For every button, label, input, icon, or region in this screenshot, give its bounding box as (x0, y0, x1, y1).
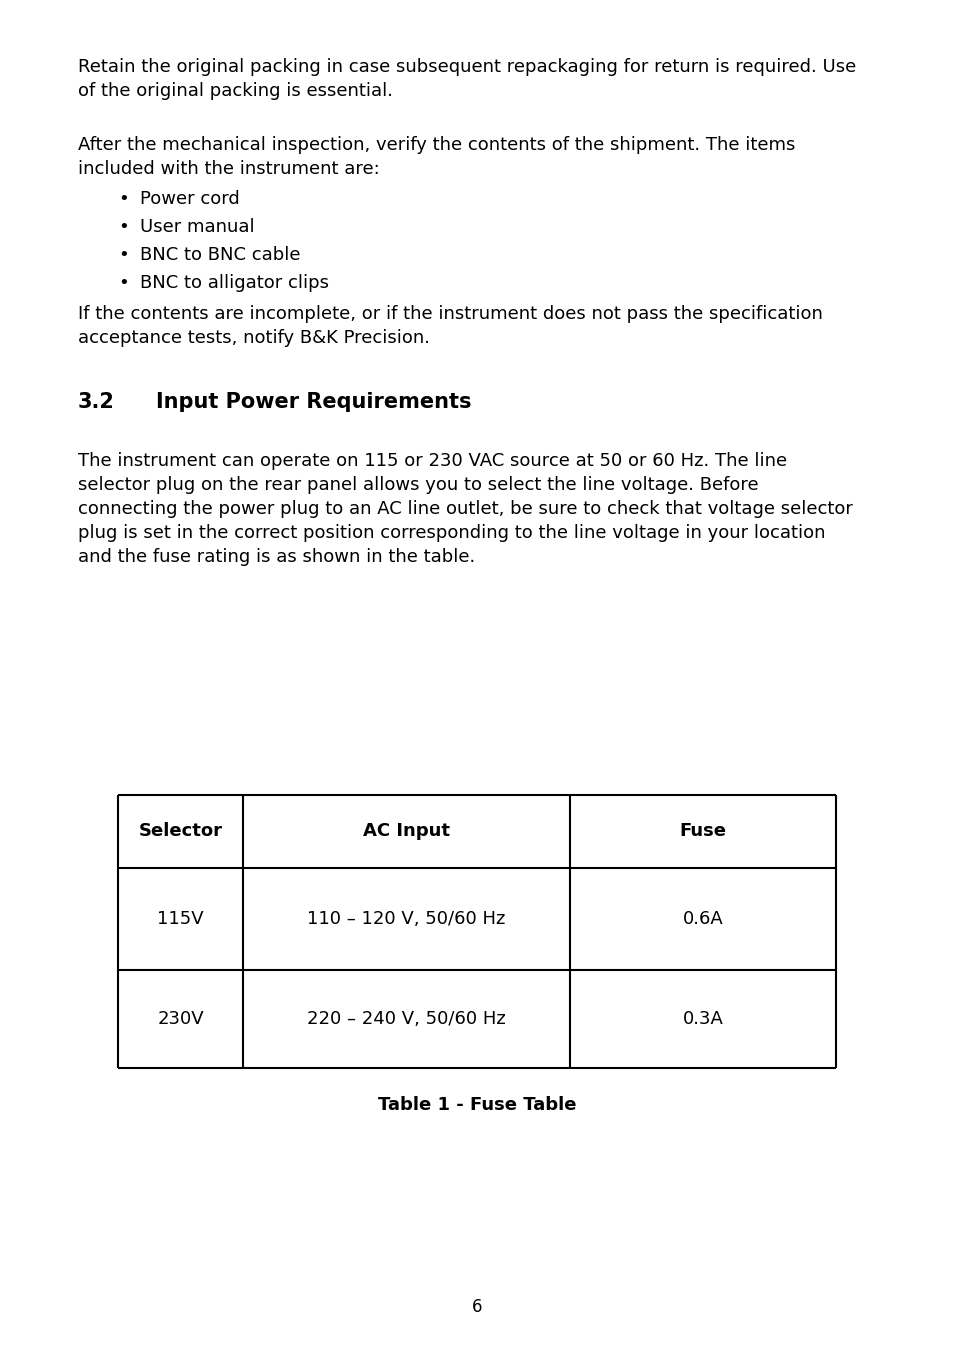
Text: Retain the original packing in case subsequent repackaging for return is require: Retain the original packing in case subs… (78, 58, 856, 76)
Text: •: • (118, 246, 129, 264)
Text: Selector: Selector (138, 822, 222, 841)
Text: Power cord: Power cord (140, 190, 239, 209)
Text: If the contents are incomplete, or if the instrument does not pass the specifica: If the contents are incomplete, or if th… (78, 305, 822, 324)
Text: •: • (118, 274, 129, 292)
Text: and the fuse rating is as shown in the table.: and the fuse rating is as shown in the t… (78, 548, 475, 566)
Text: 230V: 230V (157, 1010, 204, 1028)
Text: plug is set in the correct position corresponding to the line voltage in your lo: plug is set in the correct position corr… (78, 524, 824, 542)
Text: 6: 6 (471, 1298, 482, 1316)
Text: 0.6A: 0.6A (682, 910, 722, 927)
Text: BNC to alligator clips: BNC to alligator clips (140, 274, 329, 292)
Text: User manual: User manual (140, 218, 254, 236)
Text: 115V: 115V (157, 910, 204, 927)
Text: •: • (118, 218, 129, 236)
Text: 220 – 240 V, 50/60 Hz: 220 – 240 V, 50/60 Hz (307, 1010, 505, 1028)
Text: AC Input: AC Input (363, 822, 450, 841)
Text: acceptance tests, notify B&K Precision.: acceptance tests, notify B&K Precision. (78, 329, 430, 347)
Text: 0.3A: 0.3A (681, 1010, 722, 1028)
Text: Fuse: Fuse (679, 822, 726, 841)
Text: The instrument can operate on 115 or 230 VAC source at 50 or 60 Hz. The line: The instrument can operate on 115 or 230… (78, 452, 786, 470)
Text: Table 1 - Fuse Table: Table 1 - Fuse Table (377, 1095, 576, 1114)
Text: included with the instrument are:: included with the instrument are: (78, 160, 379, 177)
Text: of the original packing is essential.: of the original packing is essential. (78, 83, 393, 100)
Text: •: • (118, 190, 129, 209)
Text: 110 – 120 V, 50/60 Hz: 110 – 120 V, 50/60 Hz (307, 910, 505, 927)
Text: 3.2: 3.2 (78, 393, 114, 412)
Text: BNC to BNC cable: BNC to BNC cable (140, 246, 300, 264)
Text: Input Power Requirements: Input Power Requirements (156, 393, 471, 412)
Text: selector plug on the rear panel allows you to select the line voltage. Before: selector plug on the rear panel allows y… (78, 477, 758, 494)
Text: After the mechanical inspection, verify the contents of the shipment. The items: After the mechanical inspection, verify … (78, 135, 795, 154)
Text: connecting the power plug to an AC line outlet, be sure to check that voltage se: connecting the power plug to an AC line … (78, 500, 852, 519)
